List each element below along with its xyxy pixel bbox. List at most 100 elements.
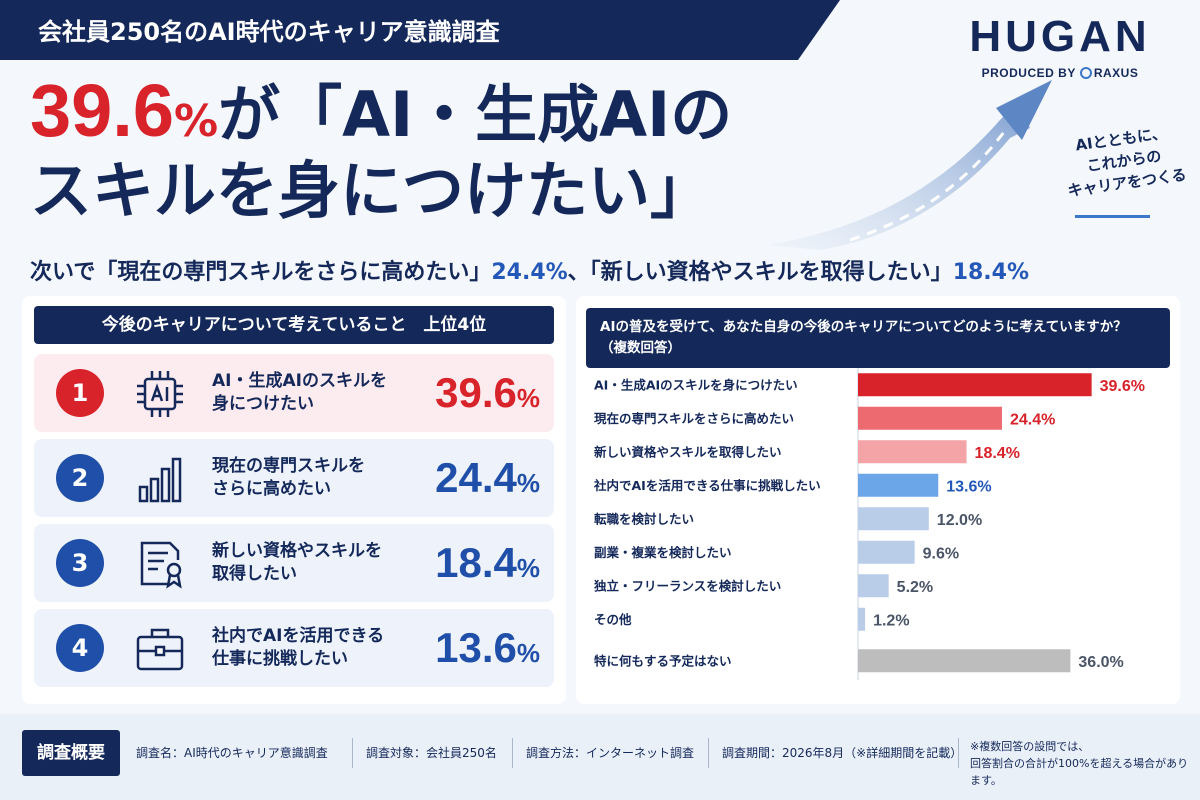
rank-badge: 1 xyxy=(56,369,104,417)
rank-card-3: 3 新しい資格やスキルを 取得したい 18.4% xyxy=(34,524,554,602)
rank-value-unit: % xyxy=(516,553,540,583)
rank-value-unit: % xyxy=(516,383,540,413)
bar-category-label: AI・生成AIのスキルを身につけたい xyxy=(594,377,798,392)
rank-card-2: 2 現在の専門スキルを さらに高めたい 24.4% xyxy=(34,439,554,517)
rank-value: 39.6% xyxy=(435,368,540,423)
bar-category-label: 副業・複業を検討したい xyxy=(594,545,732,560)
rank-value: 18.4% xyxy=(435,538,540,593)
headline-line2-text: スキルを身につけたい」 xyxy=(30,154,713,227)
bar-value-label: 36.0% xyxy=(1078,654,1123,671)
bar xyxy=(858,607,866,631)
logo-wordmark: HUGAN xyxy=(969,12,1151,61)
rank-badge: 4 xyxy=(56,624,104,672)
rank-label-line1: AI・生成AIのスキルを xyxy=(212,371,387,391)
rank-card-4: 4 社内でAIを活用できる 仕事に挑戦したい 13.6% xyxy=(34,609,554,687)
survey-footer: 調査概要 調査名：AI時代のキャリア意識調査 調査対象：会社員250名 調査方法… xyxy=(0,714,1200,800)
headline-percent-unit: % xyxy=(174,96,219,147)
bar-category-label: 現在の専門スキルをさらに高めたい xyxy=(594,411,794,426)
subhead: 次いで「現在の専門スキルをさらに高めたい」24.4%、「新しい資格やスキルを取得… xyxy=(30,254,1029,286)
rank-label: 新しい資格やスキルを 取得したい xyxy=(212,540,412,586)
bar xyxy=(858,373,1092,397)
footnote-line1: ※複数回答の設問では、 xyxy=(970,740,1090,753)
rank-badge: 2 xyxy=(56,454,104,502)
bar-value-label: 9.6% xyxy=(923,545,959,562)
rank-label-line2: 身につけたい xyxy=(212,394,314,414)
header-band xyxy=(0,0,840,60)
rank-value-number: 18.4 xyxy=(435,539,517,586)
footer-divider xyxy=(512,738,513,768)
rank-card-1: 1 AI・生成AIのスキルを 身につけたい 39.6% xyxy=(34,354,554,432)
tagline-underline xyxy=(1075,215,1150,218)
ranking-panel: 今後のキャリアについて考えていること 上位4位 1 AI・生成AIのスキルを 身… xyxy=(22,296,566,704)
subhead-value-2: 18.4% xyxy=(952,260,1030,285)
bar xyxy=(858,574,889,598)
briefcase-icon xyxy=(136,628,184,671)
bar xyxy=(858,473,939,497)
survey-name: 調査名：AI時代のキャリア意識調査 xyxy=(136,746,328,760)
partner-name: RAXUS xyxy=(1093,66,1139,80)
tagline: AIとともに、 これからの キャリアをつくる xyxy=(1056,119,1192,202)
rank-value-number: 13.6 xyxy=(435,624,517,671)
bar-value-label: 24.4% xyxy=(1010,411,1055,428)
certificate-icon xyxy=(140,541,182,589)
headline-percent: 39.6 xyxy=(30,69,175,152)
ranking-title: 今後のキャリアについて考えていること 上位4位 xyxy=(34,306,554,344)
bar-value-label: 18.4% xyxy=(975,445,1020,462)
rank-label-line1: 新しい資格やスキルを xyxy=(212,541,382,561)
survey-period: 調査期間：2026年8月（※詳細期間を記載） xyxy=(722,746,963,760)
raxus-mark-icon xyxy=(1079,67,1092,79)
survey-summary-tag: 調査概要 xyxy=(22,730,120,776)
bar xyxy=(858,406,1002,430)
bar xyxy=(858,649,1071,673)
bar-value-label: 1.2% xyxy=(873,612,909,629)
road-arrow-illustration xyxy=(770,80,1052,250)
footer-divider xyxy=(958,738,959,768)
rank-value-unit: % xyxy=(516,638,540,668)
chart-question: AIの普及を受けて、あなた自身の今後のキャリアについてどのように考えていますか？… xyxy=(586,308,1170,368)
hugan-logo: HUGAN PRODUCED BY RAXUS xyxy=(955,12,1165,81)
bar-category-label: 転職を検討したい xyxy=(594,511,694,526)
chart-panel: AIの普及を受けて、あなた自身の今後のキャリアについてどのように考えていますか？… xyxy=(576,296,1180,704)
headline-line1-text: が「AI・生成AIの xyxy=(218,78,733,151)
chart-question-line2: （複数回答） xyxy=(600,340,681,356)
bar-chart: AI・生成AIのスキルを身につけたい 39.6% 現在の専門スキルをさらに高めたい 2… xyxy=(593,368,1145,680)
subhead-prefix: 次いで「現在の専門スキルをさらに高めたい」 xyxy=(30,260,492,285)
chart-question-line1: AIの普及を受けて、あなた自身の今後のキャリアについてどのように考えていますか？ xyxy=(600,319,1127,335)
footer-divider xyxy=(708,738,709,768)
bar-value-label: 12.0% xyxy=(937,512,982,529)
rank-label: 現在の専門スキルを さらに高めたい xyxy=(212,455,412,501)
rank-badge: 3 xyxy=(56,539,104,587)
rank-value-number: 24.4 xyxy=(435,454,517,501)
bar-category-label: 社内でAIを活用できる仕事に挑戦したい xyxy=(593,478,821,493)
bar-value-label: 13.6% xyxy=(946,478,991,495)
subhead-value-1: 24.4% xyxy=(491,260,568,285)
rank-label-line2: 仕事に挑戦したい xyxy=(212,649,348,669)
rank-value: 13.6% xyxy=(435,623,540,678)
footnote-line2: 回答割合の合計が100%を超える場合があります。 xyxy=(970,757,1189,787)
bar-category-label: 特に何もする予定はない xyxy=(594,653,732,668)
bar-category-label: 新しい資格やスキルを取得したい xyxy=(594,444,782,459)
rank-value-number: 39.6 xyxy=(435,369,517,416)
ai-chip-icon xyxy=(137,371,183,417)
footer-divider xyxy=(352,738,353,768)
logo-subline: PRODUCED BY RAXUS xyxy=(955,66,1165,80)
rank-value: 24.4% xyxy=(435,453,540,508)
bar xyxy=(858,540,915,564)
bar-value-label: 39.6% xyxy=(1100,378,1145,395)
rank-label-line1: 現在の専門スキルを xyxy=(212,456,365,476)
rank-label-line1: 社内でAIを活用できる xyxy=(212,626,385,646)
bar-chart-icon xyxy=(138,457,182,503)
subhead-mid: 、「新しい資格やスキルを取得したい」 xyxy=(567,260,953,285)
bar xyxy=(858,440,967,464)
rank-label: AI・生成AIのスキルを 身につけたい xyxy=(212,370,412,416)
rank-label-line2: 取得したい xyxy=(212,564,297,584)
rank-value-unit: % xyxy=(516,468,540,498)
produced-by-text: PRODUCED BY xyxy=(981,66,1076,80)
survey-method: 調査方法：インターネット調査 xyxy=(526,746,695,760)
headline: 39.6%が「AI・生成AIの スキルを身につけたい」 xyxy=(30,74,732,228)
footnote: ※複数回答の設問では、 回答割合の合計が100%を超える場合があります。 xyxy=(970,738,1190,789)
bar-category-label: その他 xyxy=(594,612,632,627)
bar-value-label: 5.2% xyxy=(897,579,933,596)
bar-category-label: 独立・フリーランスを検討したい xyxy=(593,578,781,593)
survey-target: 調査対象：会社員250名 xyxy=(366,746,497,760)
